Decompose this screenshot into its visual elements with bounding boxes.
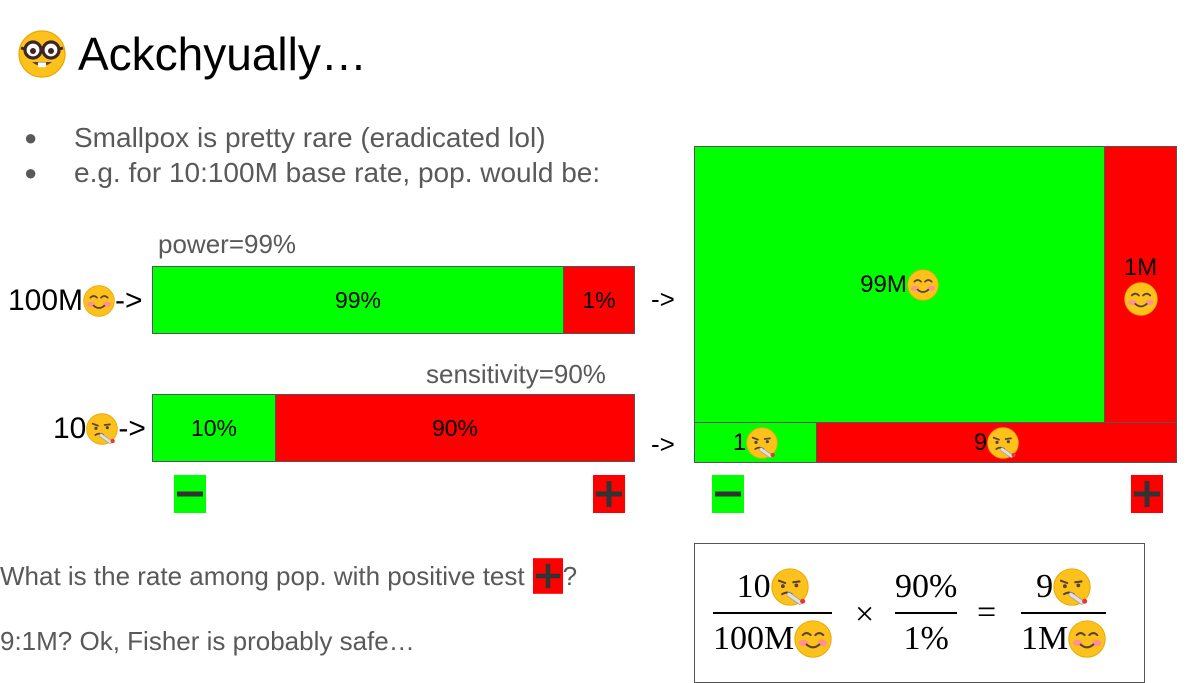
smiling-face-icon	[794, 620, 833, 658]
posterior-den-text: 1M	[1021, 620, 1069, 657]
likelihood-den-text: 1%	[903, 620, 949, 657]
nerd-face-icon	[18, 30, 66, 78]
negative-test-minus-icon	[712, 475, 744, 513]
population-healthy-negative: 99M	[694, 146, 1105, 423]
sick-face-icon	[770, 568, 809, 606]
sensitivity-label: sensitivity=90%	[426, 359, 606, 389]
healthy-count: 100M	[8, 284, 84, 317]
sick-count: 10	[53, 412, 87, 445]
title-text: Ackchyually…	[78, 28, 367, 80]
positive-test-plus-icon	[532, 558, 563, 594]
bullet-dot-icon: ●	[24, 124, 38, 150]
fraction-denominator: 1%	[904, 616, 949, 662]
mid-arrow-top: ->	[651, 284, 675, 314]
smiling-face-icon	[83, 285, 116, 317]
fraction-denominator: 100M	[713, 616, 833, 662]
sick-face-icon	[746, 426, 779, 459]
sick-arrow: ->	[118, 412, 146, 445]
smiling-face-icon	[1123, 281, 1158, 316]
likelihood-num-text: 90%	[895, 568, 958, 605]
power-label: power=99%	[158, 229, 297, 259]
prior-den-text: 100M	[713, 620, 795, 657]
mid-arrow-bottom: ->	[651, 429, 675, 459]
bullet-dot-icon: ●	[24, 159, 38, 185]
question-text: What is the rate among pop. with positiv…	[0, 556, 577, 596]
question-label: What is the rate among pop. with positiv…	[0, 560, 525, 591]
fraction-line	[895, 612, 958, 614]
bullet-text: Smallpox is pretty rare (eradicated lol)	[74, 121, 546, 153]
sick-row-label: 10 ->	[53, 410, 146, 448]
sick-positive-bar: 90%	[275, 394, 635, 462]
healthy-positive-pct: 1%	[582, 286, 616, 313]
answer-text: 9:1M? Ok, Fisher is probably safe…	[0, 625, 415, 656]
healthy-neg-count: 99M	[860, 270, 907, 298]
fraction-line	[1021, 612, 1107, 614]
fraction-denominator: 1M	[1021, 616, 1107, 662]
sick-pos-count: 9	[973, 428, 988, 456]
healthy-negative-pct: 99%	[334, 286, 382, 313]
healthy-negative-bar: 99%	[152, 266, 564, 334]
equals-operator: =	[977, 594, 997, 631]
population-sick-negative: 1	[694, 422, 817, 463]
prior-num-text: 10	[736, 568, 771, 605]
sick-neg-count: 1	[732, 428, 747, 456]
healthy-arrow: ->	[115, 284, 143, 317]
sick-face-icon	[987, 426, 1020, 459]
fraction-posterior: 9 1M	[1021, 564, 1107, 662]
healthy-row-label: 100M ->	[8, 282, 143, 320]
posterior-num-text: 9	[1036, 568, 1054, 605]
negative-test-minus-icon	[174, 475, 206, 513]
fraction-numerator: 90%	[895, 564, 957, 610]
population-healthy-positive: 1M	[1104, 146, 1177, 423]
sick-positive-pct: 90%	[431, 414, 479, 441]
slide-title: Ackchyually…	[18, 28, 367, 80]
bullet-item: ● e.g. for 10:100M base rate, pop. would…	[24, 155, 600, 190]
sick-negative-pct: 10%	[190, 414, 238, 441]
fraction-line	[713, 612, 833, 614]
fraction-likelihood: 90% 1%	[895, 564, 958, 662]
sick-negative-bar: 10%	[152, 394, 276, 462]
bayes-formula-box: 10 100M × 90% 1% = 9 1M	[694, 543, 1145, 683]
healthy-pos-count: 1M	[1123, 253, 1158, 281]
sick-face-icon	[1053, 568, 1092, 606]
fraction-numerator: 9	[1036, 564, 1092, 610]
sick-face-icon	[86, 413, 119, 445]
fraction-prior: 10 100M	[713, 564, 833, 662]
positive-test-plus-icon	[1131, 475, 1163, 513]
fraction-numerator: 10	[737, 564, 809, 610]
population-sick-positive: 9	[816, 422, 1177, 463]
times-operator: ×	[855, 596, 875, 633]
bullet-text: e.g. for 10:100M base rate, pop. would b…	[74, 156, 601, 188]
bullet-list: ● Smallpox is pretty rare (eradicated lo…	[24, 120, 600, 190]
smiling-face-icon	[906, 268, 939, 301]
smiling-face-icon	[1068, 620, 1107, 658]
positive-test-plus-icon	[593, 475, 625, 513]
question-mark: ?	[562, 560, 578, 591]
healthy-positive-bar: 1%	[563, 266, 635, 334]
bullet-item: ● Smallpox is pretty rare (eradicated lo…	[24, 120, 600, 155]
